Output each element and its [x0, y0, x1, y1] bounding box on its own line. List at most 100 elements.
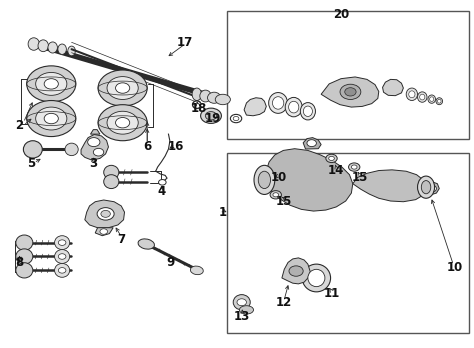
Ellipse shape [44, 113, 58, 124]
Ellipse shape [138, 239, 155, 249]
Ellipse shape [285, 97, 302, 117]
Ellipse shape [233, 295, 250, 310]
Circle shape [58, 240, 66, 245]
Text: 18: 18 [191, 102, 208, 114]
Circle shape [158, 180, 166, 185]
Polygon shape [91, 130, 100, 134]
Ellipse shape [36, 107, 67, 130]
Ellipse shape [406, 88, 418, 101]
Circle shape [58, 268, 66, 273]
Ellipse shape [23, 141, 42, 158]
Polygon shape [353, 170, 426, 202]
Ellipse shape [239, 306, 254, 314]
Polygon shape [265, 149, 353, 211]
Polygon shape [85, 200, 125, 228]
Ellipse shape [201, 108, 221, 124]
Circle shape [351, 165, 357, 169]
Ellipse shape [55, 250, 70, 263]
Ellipse shape [107, 77, 138, 100]
Ellipse shape [55, 263, 70, 277]
Text: 8: 8 [16, 256, 24, 269]
Ellipse shape [36, 72, 67, 95]
Ellipse shape [409, 91, 415, 98]
Ellipse shape [269, 93, 288, 113]
Circle shape [348, 163, 360, 171]
Ellipse shape [65, 143, 78, 156]
Polygon shape [303, 137, 321, 149]
Text: 15: 15 [352, 171, 368, 184]
Text: 17: 17 [177, 36, 193, 49]
Text: 2: 2 [16, 119, 24, 132]
Text: 10: 10 [271, 171, 287, 184]
Ellipse shape [27, 101, 76, 136]
Circle shape [328, 156, 334, 160]
Bar [227, 11, 469, 139]
Circle shape [270, 191, 282, 199]
Text: 7: 7 [117, 234, 125, 246]
Ellipse shape [104, 175, 119, 189]
Circle shape [340, 84, 361, 100]
Text: 16: 16 [167, 140, 184, 153]
Circle shape [97, 208, 114, 220]
Text: 5: 5 [27, 157, 36, 170]
Text: 6: 6 [143, 140, 151, 153]
Circle shape [273, 193, 279, 197]
Circle shape [345, 88, 356, 96]
Ellipse shape [289, 101, 299, 113]
Ellipse shape [28, 38, 39, 50]
Ellipse shape [438, 99, 441, 103]
Ellipse shape [191, 266, 203, 275]
Circle shape [93, 148, 104, 156]
Circle shape [88, 137, 100, 147]
Ellipse shape [16, 235, 33, 250]
Ellipse shape [303, 106, 312, 117]
Circle shape [101, 211, 110, 218]
Ellipse shape [16, 263, 33, 278]
Ellipse shape [429, 97, 434, 101]
Circle shape [58, 254, 66, 259]
Ellipse shape [68, 46, 75, 56]
Polygon shape [244, 98, 266, 116]
Ellipse shape [205, 112, 217, 120]
Ellipse shape [254, 165, 275, 195]
Polygon shape [383, 79, 403, 96]
Circle shape [230, 114, 242, 123]
Ellipse shape [418, 92, 427, 102]
Ellipse shape [428, 95, 436, 103]
Ellipse shape [418, 176, 435, 198]
Ellipse shape [44, 79, 58, 89]
Ellipse shape [48, 42, 57, 53]
Ellipse shape [421, 181, 431, 194]
Ellipse shape [419, 94, 425, 100]
Text: 10: 10 [447, 261, 463, 274]
Ellipse shape [208, 92, 221, 103]
Ellipse shape [192, 88, 201, 101]
Ellipse shape [258, 171, 271, 189]
Text: 4: 4 [157, 185, 165, 198]
Ellipse shape [301, 103, 316, 120]
Ellipse shape [308, 269, 325, 287]
Circle shape [289, 266, 303, 276]
Bar [227, 153, 469, 333]
Ellipse shape [273, 97, 284, 109]
Polygon shape [424, 182, 439, 195]
Text: 9: 9 [167, 256, 175, 269]
Ellipse shape [58, 44, 66, 54]
Polygon shape [321, 77, 379, 107]
Text: 15: 15 [276, 195, 292, 208]
Ellipse shape [302, 264, 330, 292]
Text: 14: 14 [328, 164, 345, 177]
Circle shape [326, 154, 337, 163]
Ellipse shape [116, 83, 130, 93]
Circle shape [307, 140, 317, 147]
Polygon shape [95, 228, 113, 236]
Text: 11: 11 [323, 287, 340, 300]
Text: 13: 13 [234, 310, 250, 323]
Text: 1: 1 [219, 206, 227, 219]
Ellipse shape [27, 66, 76, 102]
Text: 19: 19 [204, 112, 220, 125]
Circle shape [100, 229, 108, 234]
Ellipse shape [38, 40, 48, 52]
Ellipse shape [16, 249, 33, 264]
Ellipse shape [215, 94, 230, 105]
